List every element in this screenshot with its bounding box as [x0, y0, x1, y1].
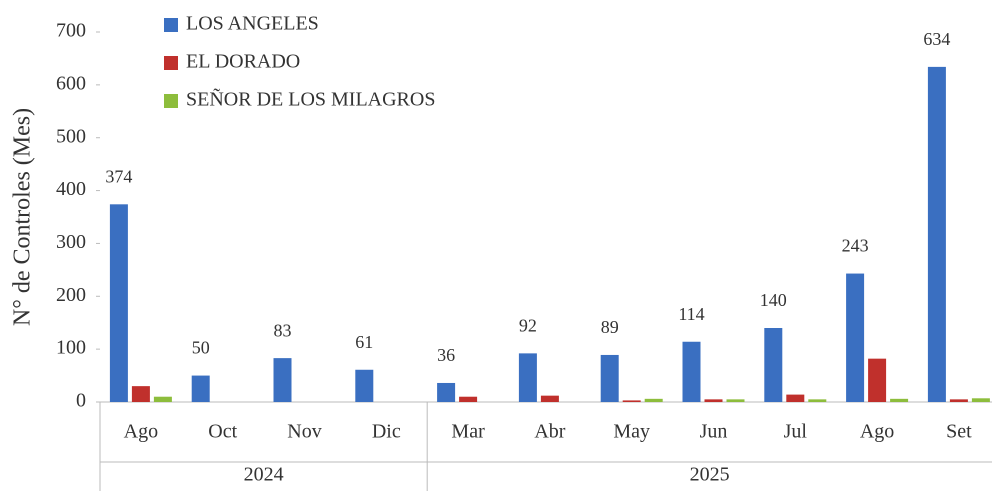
bar — [355, 369, 374, 402]
y-tick-label: 600 — [56, 72, 86, 94]
bar — [622, 400, 641, 402]
y-tick-label: 700 — [56, 20, 86, 42]
y-tick-label: 100 — [56, 337, 86, 359]
bar — [704, 399, 723, 402]
data-label: 243 — [842, 236, 869, 256]
legend-swatch — [164, 18, 178, 32]
legend-label: SEÑOR DE LOS MILAGROS — [186, 87, 435, 111]
bar — [273, 358, 292, 402]
data-label: 114 — [678, 304, 704, 324]
bar — [764, 328, 783, 402]
x-tick-label: Ago — [124, 421, 158, 443]
bar — [540, 395, 559, 402]
data-label: 634 — [923, 29, 950, 49]
legend-swatch — [164, 94, 178, 108]
data-label: 36 — [437, 345, 455, 365]
y-tick-label: 400 — [56, 178, 86, 200]
legend-label: EL DORADO — [186, 51, 300, 73]
y-axis-label: N° de Controles (Mes) — [10, 108, 36, 326]
bar — [927, 66, 946, 402]
bar — [644, 398, 663, 402]
bar — [153, 396, 172, 402]
y-tick-label: 200 — [56, 284, 86, 306]
data-label: 50 — [192, 338, 210, 358]
group-label: 2025 — [690, 464, 730, 486]
group-label: 2024 — [244, 464, 284, 486]
bar — [109, 204, 128, 402]
x-tick-label: Oct — [208, 421, 237, 443]
data-label: 89 — [601, 317, 619, 337]
bar — [459, 396, 478, 402]
y-tick-label: 500 — [56, 125, 86, 147]
bar — [726, 399, 745, 402]
x-tick-label: May — [613, 421, 650, 443]
bar — [971, 398, 990, 402]
x-tick-label: Jun — [700, 421, 728, 443]
bar — [808, 399, 827, 402]
x-tick-label: Nov — [287, 421, 321, 443]
y-tick-label: 0 — [76, 390, 86, 412]
y-tick-label: 300 — [56, 231, 86, 253]
x-tick-label: Mar — [451, 421, 485, 443]
x-tick-label: Dic — [372, 421, 401, 443]
legend-label: LOS ANGELES — [186, 13, 319, 35]
bar — [868, 358, 887, 402]
bar — [846, 273, 865, 402]
x-tick-label: Abr — [534, 421, 565, 443]
x-tick-label: Set — [946, 421, 972, 443]
x-tick-label: Ago — [860, 421, 894, 443]
data-label: 140 — [760, 290, 787, 310]
bar — [191, 375, 210, 402]
legend-swatch — [164, 56, 178, 70]
data-label: 92 — [519, 315, 537, 335]
data-label: 83 — [274, 320, 292, 340]
bar — [437, 382, 456, 402]
data-label: 61 — [355, 332, 373, 352]
x-tick-label: Jul — [784, 421, 808, 443]
bar — [682, 341, 701, 402]
bar — [786, 394, 805, 402]
bar — [131, 386, 150, 402]
bar — [600, 354, 619, 402]
bar — [949, 399, 968, 402]
bar — [890, 398, 909, 402]
bar — [518, 353, 537, 402]
data-label: 374 — [105, 166, 132, 186]
